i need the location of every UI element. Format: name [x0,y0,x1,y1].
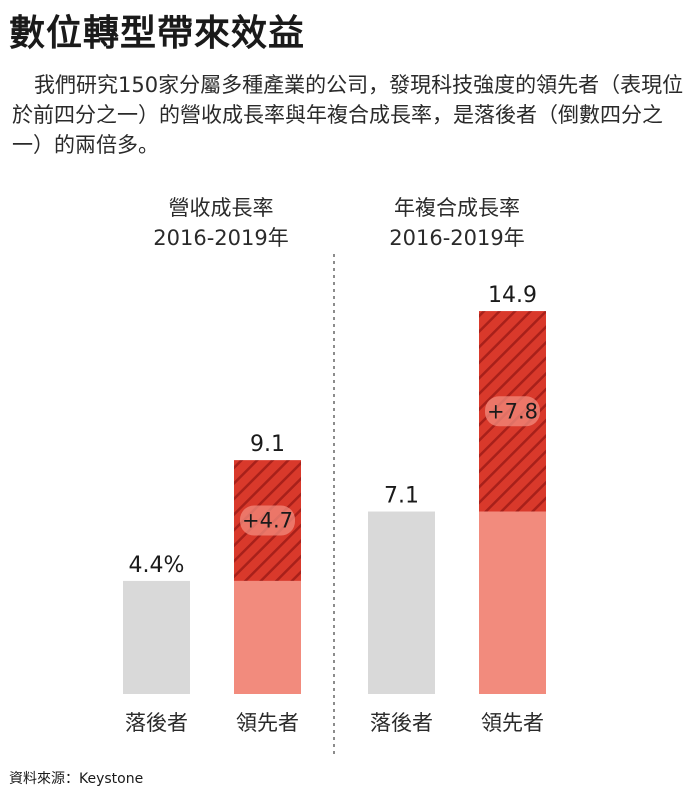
chart-title-revenue: 營收成長率 2016-2019年 [111,193,331,253]
increment-label-bg-revenue [240,505,295,536]
category-label-cagr-0: 落後者 [370,711,433,735]
increment-label-cagr: +7.8 [487,399,538,423]
bar-revenue-laggard [123,580,190,694]
value-label-revenue-leader: 9.1 [250,432,285,457]
bar-cagr-leader-base [479,511,546,694]
category-label-revenue-0: 落後者 [125,711,188,735]
chart-title-revenue-line1: 營收成長率 [168,196,274,220]
increment-label-revenue: +4.7 [242,509,293,533]
chart-title-cagr-line2: 2016-2019年 [389,226,525,250]
category-label-revenue-1: 領先者 [236,711,299,735]
value-label-revenue-laggard: 4.4% [129,553,185,578]
chart-title-cagr: 年複合成長率 2016-2019年 [347,193,567,253]
source-note: 資料來源：Keystone [9,771,144,787]
description: 我們研究150家分屬多種產業的公司，發現科技強度的領先者（表現位於前四分之一）的… [12,73,684,157]
bar-revenue-leader-base [234,580,301,694]
value-label-cagr-laggard: 7.1 [384,484,419,509]
value-label-cagr-leader: 14.9 [488,283,537,308]
page-title: 數位轉型帶來效益 [9,13,306,54]
increment-label-bg-cagr [485,396,540,427]
chart-title-revenue-line2: 2016-2019年 [153,226,289,250]
category-label-cagr-1: 領先者 [481,711,544,735]
bar-cagr-laggard [368,511,435,694]
chart-title-cagr-line1: 年複合成長率 [394,196,520,220]
